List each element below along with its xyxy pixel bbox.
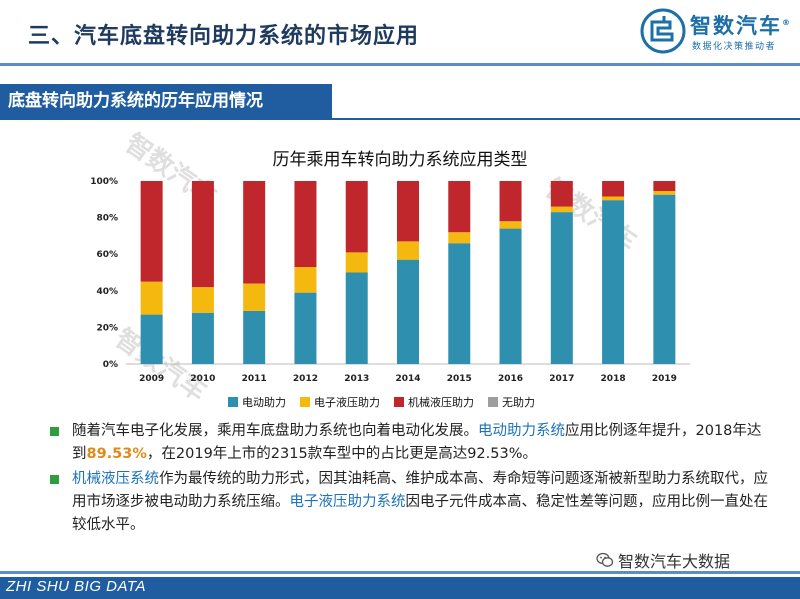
section-title: 底盘转向助力系统的历年应用情况	[0, 84, 332, 118]
bar-segment	[345, 272, 368, 364]
body-text: ，在2019年上市的2315款车型中的占比更是高达92.53%。	[146, 446, 537, 462]
bar-segment	[499, 181, 522, 222]
bullet-list: 随着汽车电子化发展，乘用车底盘助力系统也向着电动化发展。电动助力系统应用比例逐年…	[50, 420, 770, 539]
wechat-label: 智数汽车大数据	[618, 552, 731, 571]
highlight-text: 89.53%	[86, 446, 147, 462]
x-tick-label: 2009	[139, 374, 164, 384]
x-tick-label: 2015	[447, 374, 472, 384]
footer-bar	[0, 577, 800, 599]
bullet-text: 随着汽车电子化发展，乘用车底盘助力系统也向着电动化发展。电动助力系统应用比例逐年…	[72, 423, 761, 462]
x-tick-label: 2017	[549, 374, 574, 384]
legend-label: 电动助力	[242, 396, 286, 409]
x-tick-label: 2016	[498, 374, 523, 384]
wechat-account: 智数汽车大数据	[596, 548, 730, 572]
bullet-item-2: 机械液压系统作为最传统的助力形式，因其油耗高、维护成本高、寿命短等问题逐渐被新型…	[50, 468, 770, 537]
bar-segment	[140, 281, 163, 315]
bar-segment	[243, 181, 266, 284]
bar-segment	[294, 267, 317, 293]
header-divider	[0, 63, 800, 66]
footer-text: ZHI SHU BIG DATA	[6, 578, 146, 595]
bar-segment	[448, 243, 471, 364]
chart-title: 历年乘用车转向助力系统应用类型	[272, 150, 528, 170]
bar-segment	[602, 181, 625, 197]
bar-segment	[397, 181, 419, 242]
highlight-text: 机械液压系统	[72, 471, 159, 487]
body-text: 随着汽车电子化发展，乘用车底盘助力系统也向着电动化发展。	[72, 423, 478, 439]
bar-segment	[294, 292, 317, 364]
bar-segment	[653, 194, 676, 364]
bar-segment	[191, 181, 214, 288]
bar-segment	[397, 259, 419, 364]
bar-segment	[550, 212, 573, 364]
bar-segment	[243, 283, 266, 311]
bar-segment	[550, 206, 573, 213]
legend-swatch	[300, 397, 310, 407]
legend-entry: 无助力	[488, 393, 535, 411]
logo-name: 智数汽车®	[690, 14, 792, 38]
bar-segment	[602, 200, 625, 364]
body-text: 作为最传统的助力形式，因其油耗高、维护成本高、寿命短等问题逐渐被新型助力系统取代…	[72, 471, 768, 510]
bar-segment	[345, 181, 368, 253]
body-text: 应用比例逐年提升，2018年达到	[72, 423, 762, 462]
bar-segment	[140, 181, 163, 282]
bullet-square-icon	[50, 427, 59, 436]
bullet-text: 机械液压系统作为最传统的助力形式，因其油耗高、维护成本高、寿命短等问题逐渐被新型…	[72, 471, 768, 533]
highlight-text: 电动助力系统	[478, 423, 565, 439]
highlight-text: 电子液压助力系统	[289, 494, 406, 510]
bar-segment	[294, 181, 317, 268]
bar-segment	[550, 181, 573, 207]
legend-entry: 电子液压助力	[300, 393, 380, 411]
chart-legend: 电动助力 电子液压助力 机械液压助力 无助力	[228, 393, 535, 411]
logo-slogan: 数据化决策推动者	[692, 42, 777, 52]
wechat-icon	[596, 552, 614, 567]
legend-label: 机械液压助力	[408, 396, 474, 409]
bar-segment	[191, 287, 214, 313]
logo: 智数汽车® 数据化决策推动者	[640, 6, 790, 58]
y-tick-label: 0%	[103, 360, 118, 370]
legend-entry: 电动助力	[228, 393, 286, 411]
x-tick-label: 2018	[601, 374, 626, 384]
legend-swatch	[488, 397, 498, 407]
logo-mark-icon	[640, 8, 686, 54]
bar-segment	[191, 312, 214, 364]
bullet-item-1: 随着汽车电子化发展，乘用车底盘助力系统也向着电动化发展。电动助力系统应用比例逐年…	[50, 420, 770, 466]
x-tick-label: 2011	[242, 374, 267, 384]
legend-label: 电子液压助力	[314, 396, 380, 409]
legend-label: 无助力	[502, 396, 535, 409]
bar-segment	[653, 191, 676, 195]
bullet-square-icon	[50, 475, 59, 484]
y-tick-label: 20%	[96, 323, 118, 333]
legend-swatch	[228, 397, 238, 407]
footer-stripe	[0, 571, 800, 574]
bar-segment	[653, 181, 676, 192]
bar-segment	[499, 221, 522, 229]
bar-segment	[602, 196, 625, 201]
x-tick-label: 2019	[652, 374, 677, 384]
page-title: 三、汽车底盘转向助力系统的市场应用	[28, 24, 420, 49]
y-tick-label: 40%	[96, 287, 118, 297]
y-tick-label: 80%	[96, 214, 118, 224]
legend-swatch	[394, 397, 404, 407]
x-tick-label: 2010	[190, 374, 215, 384]
section-divider	[0, 118, 800, 120]
x-tick-label: 2013	[344, 374, 369, 384]
bar-segment	[345, 252, 368, 273]
bar-segment	[448, 232, 471, 244]
body-text: 因电子元件成本高、稳定性差等问题，应用比例一直处在较低水平。	[72, 494, 768, 533]
x-tick-label: 2012	[293, 374, 318, 384]
x-tick-label: 2014	[395, 374, 420, 384]
y-tick-label: 100%	[90, 177, 118, 187]
y-tick-label: 60%	[96, 250, 118, 260]
bar-segment	[140, 314, 163, 364]
stacked-bar-chart: 0% 20% 40% 60% 80% 100% 2009 2010 2011 2012 2013 20…	[90, 177, 690, 384]
bar-segment	[243, 310, 266, 364]
legend-entry: 机械液压助力	[394, 393, 474, 411]
bar-segment	[448, 181, 471, 233]
bar-segment	[499, 228, 522, 364]
bar-segment	[397, 241, 419, 260]
